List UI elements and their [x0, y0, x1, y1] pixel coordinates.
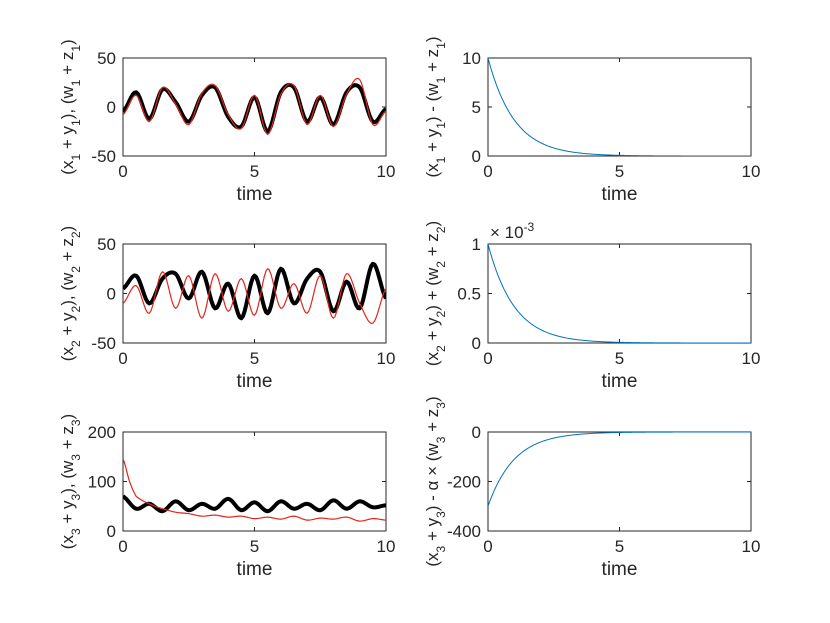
- series-line-2: [123, 268, 386, 324]
- y-tick-label: -400: [447, 522, 481, 541]
- series-group: [488, 58, 751, 156]
- y-tick-label: 0: [472, 334, 481, 353]
- y-tick-label: 50: [97, 235, 116, 254]
- y-axis-label: (x3 + y3) - α × (w3 + z3): [423, 396, 448, 566]
- plot-frame: [487, 57, 752, 157]
- x-tick-label: 10: [742, 349, 761, 368]
- x-tick-label: 5: [615, 537, 624, 556]
- series-line-1: [123, 494, 386, 514]
- series-line-1: [488, 432, 751, 507]
- y-tick-label: 10: [462, 49, 481, 68]
- chart-panel-4: 0 5 10 0 0.5 1 × 10-3 time (x2 + y2) + (w2 + z2): [423, 220, 760, 392]
- y-axis-label: (x1 + y1) - (w1 + z1): [423, 36, 448, 177]
- series-group: [488, 432, 751, 507]
- series-line-1: [488, 244, 751, 343]
- y-tick-label: 50: [97, 49, 116, 68]
- chart-panel-6: 0 5 10 -400 -200 0 time (x3 + y3) - α × (w3 + z…: [423, 396, 760, 580]
- y-tick-label: 0: [472, 147, 481, 166]
- x-tick-label: 0: [483, 162, 492, 181]
- y-axis-label: (x1 + y1), (w1 + z1): [58, 39, 83, 174]
- x-axis-label: time: [237, 559, 273, 580]
- series-line-1: [123, 82, 386, 134]
- series-group: [488, 244, 751, 343]
- series-line-1: [123, 261, 386, 321]
- y-tick-label: 200: [88, 423, 116, 442]
- plot-frame: [487, 431, 752, 532]
- x-axis-label: time: [237, 184, 273, 205]
- x-tick-label: 10: [377, 537, 396, 556]
- y-tick-label: 0: [107, 98, 116, 117]
- y-tick-label: 5: [472, 98, 481, 117]
- series-line-2: [123, 458, 386, 522]
- x-tick-label: 5: [250, 349, 259, 368]
- series-group: [123, 77, 386, 136]
- x-tick-label: 0: [118, 349, 127, 368]
- x-tick-label: 5: [615, 349, 624, 368]
- x-tick-label: 0: [483, 537, 492, 556]
- y-tick-label: 0: [472, 423, 481, 442]
- x-tick-label: 10: [377, 162, 396, 181]
- x-tick-label: 10: [742, 537, 761, 556]
- x-axis-label: time: [602, 559, 638, 580]
- x-tick-label: 5: [615, 162, 624, 181]
- plot-frame: [122, 57, 387, 157]
- x-tick-label: 10: [742, 162, 761, 181]
- y-tick-label: -200: [447, 473, 481, 492]
- series-group: [123, 261, 386, 324]
- y-tick-label: 0.5: [457, 285, 481, 304]
- series-line-2: [123, 77, 386, 136]
- x-axis-label: time: [602, 371, 638, 392]
- plot-frame: [122, 431, 387, 532]
- x-tick-label: 0: [483, 349, 492, 368]
- y-exponent-label: × 10-3: [490, 220, 535, 242]
- x-tick-label: 0: [118, 537, 127, 556]
- series-group: [123, 458, 386, 522]
- series-line-1: [488, 58, 751, 156]
- x-tick-label: 0: [118, 162, 127, 181]
- y-tick-label: 1: [472, 235, 481, 254]
- y-tick-label: 100: [88, 473, 116, 492]
- plot-frame: [122, 243, 387, 344]
- x-tick-label: 5: [250, 537, 259, 556]
- chart-panel-2: 0 5 10 0 5 10 time (x1 + y1) - (w1 + z1): [423, 36, 760, 205]
- y-axis-label: (x2 + y2), (w2 + z2): [58, 226, 83, 361]
- x-axis-label: time: [237, 371, 273, 392]
- y-axis-label: (x3 + y3), (w3 + z3): [58, 414, 83, 549]
- y-tick-label: 0: [107, 285, 116, 304]
- y-tick-label: -50: [91, 334, 116, 353]
- x-tick-label: 10: [377, 349, 396, 368]
- y-tick-label: -50: [91, 147, 116, 166]
- x-tick-label: 5: [250, 162, 259, 181]
- y-tick-label: 0: [107, 522, 116, 541]
- plot-frame: [487, 243, 752, 344]
- x-axis-label: time: [602, 184, 638, 205]
- y-axis-label: (x2 + y2) + (w2 + z2): [423, 221, 448, 366]
